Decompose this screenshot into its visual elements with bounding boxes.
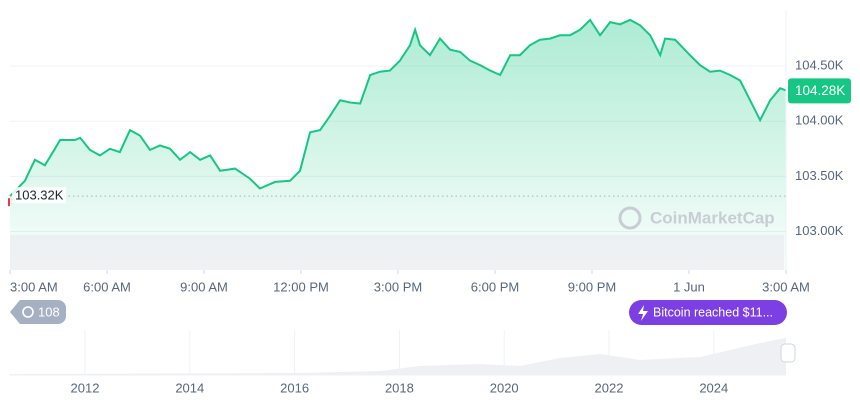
- x-tick-label: 1 Jun: [673, 279, 705, 294]
- x-tick-label: 3:00 AM: [762, 279, 810, 294]
- navigator-year: 2018: [385, 380, 414, 395]
- navigator-year: 2024: [699, 380, 728, 395]
- reference-label-bg: [12, 187, 66, 204]
- x-tick-label: 12:00 PM: [273, 279, 329, 294]
- x-tick-label: 9:00 AM: [180, 279, 228, 294]
- y-tick-label: 104.00K: [795, 113, 844, 128]
- y-tick-label: 103.00K: [795, 223, 844, 238]
- history-count: 108: [38, 304, 60, 319]
- navigator-year: 2012: [71, 380, 100, 395]
- current-price-badge: [788, 78, 851, 104]
- navigator-year: 2022: [595, 380, 624, 395]
- price-line: [9, 18, 787, 197]
- reference-label: 103.32K: [15, 188, 64, 203]
- x-tick-label: 6:00 AM: [83, 279, 131, 294]
- volume-band: [10, 235, 784, 270]
- watermark: CoinMarketCap: [618, 206, 775, 230]
- navigator-year: 2016: [280, 380, 309, 395]
- navigator: [10, 338, 796, 376]
- x-tick-label: 6:00 PM: [471, 279, 519, 294]
- x-tick-label: 3:00 AM: [10, 279, 58, 294]
- y-tick-label: 103.50K: [795, 168, 844, 183]
- price-area: [10, 19, 786, 271]
- reference-marker: [8, 198, 10, 207]
- watermark-text: CoinMarketCap: [650, 208, 775, 227]
- history-badge[interactable]: 108: [10, 300, 66, 324]
- x-tick-label: 3:00 PM: [374, 279, 422, 294]
- navigator-year: 2020: [490, 380, 519, 395]
- event-text: Bitcoin reached $11...: [653, 305, 773, 319]
- x-tick-label: 9:00 PM: [568, 279, 616, 294]
- navigator-year: 2014: [175, 380, 204, 395]
- plot: [9, 18, 787, 271]
- event-badge[interactable]: Bitcoin reached $11...: [629, 300, 787, 325]
- y-tick-label: 104.50K: [795, 58, 844, 73]
- current-price-label: 104.28K: [795, 83, 845, 98]
